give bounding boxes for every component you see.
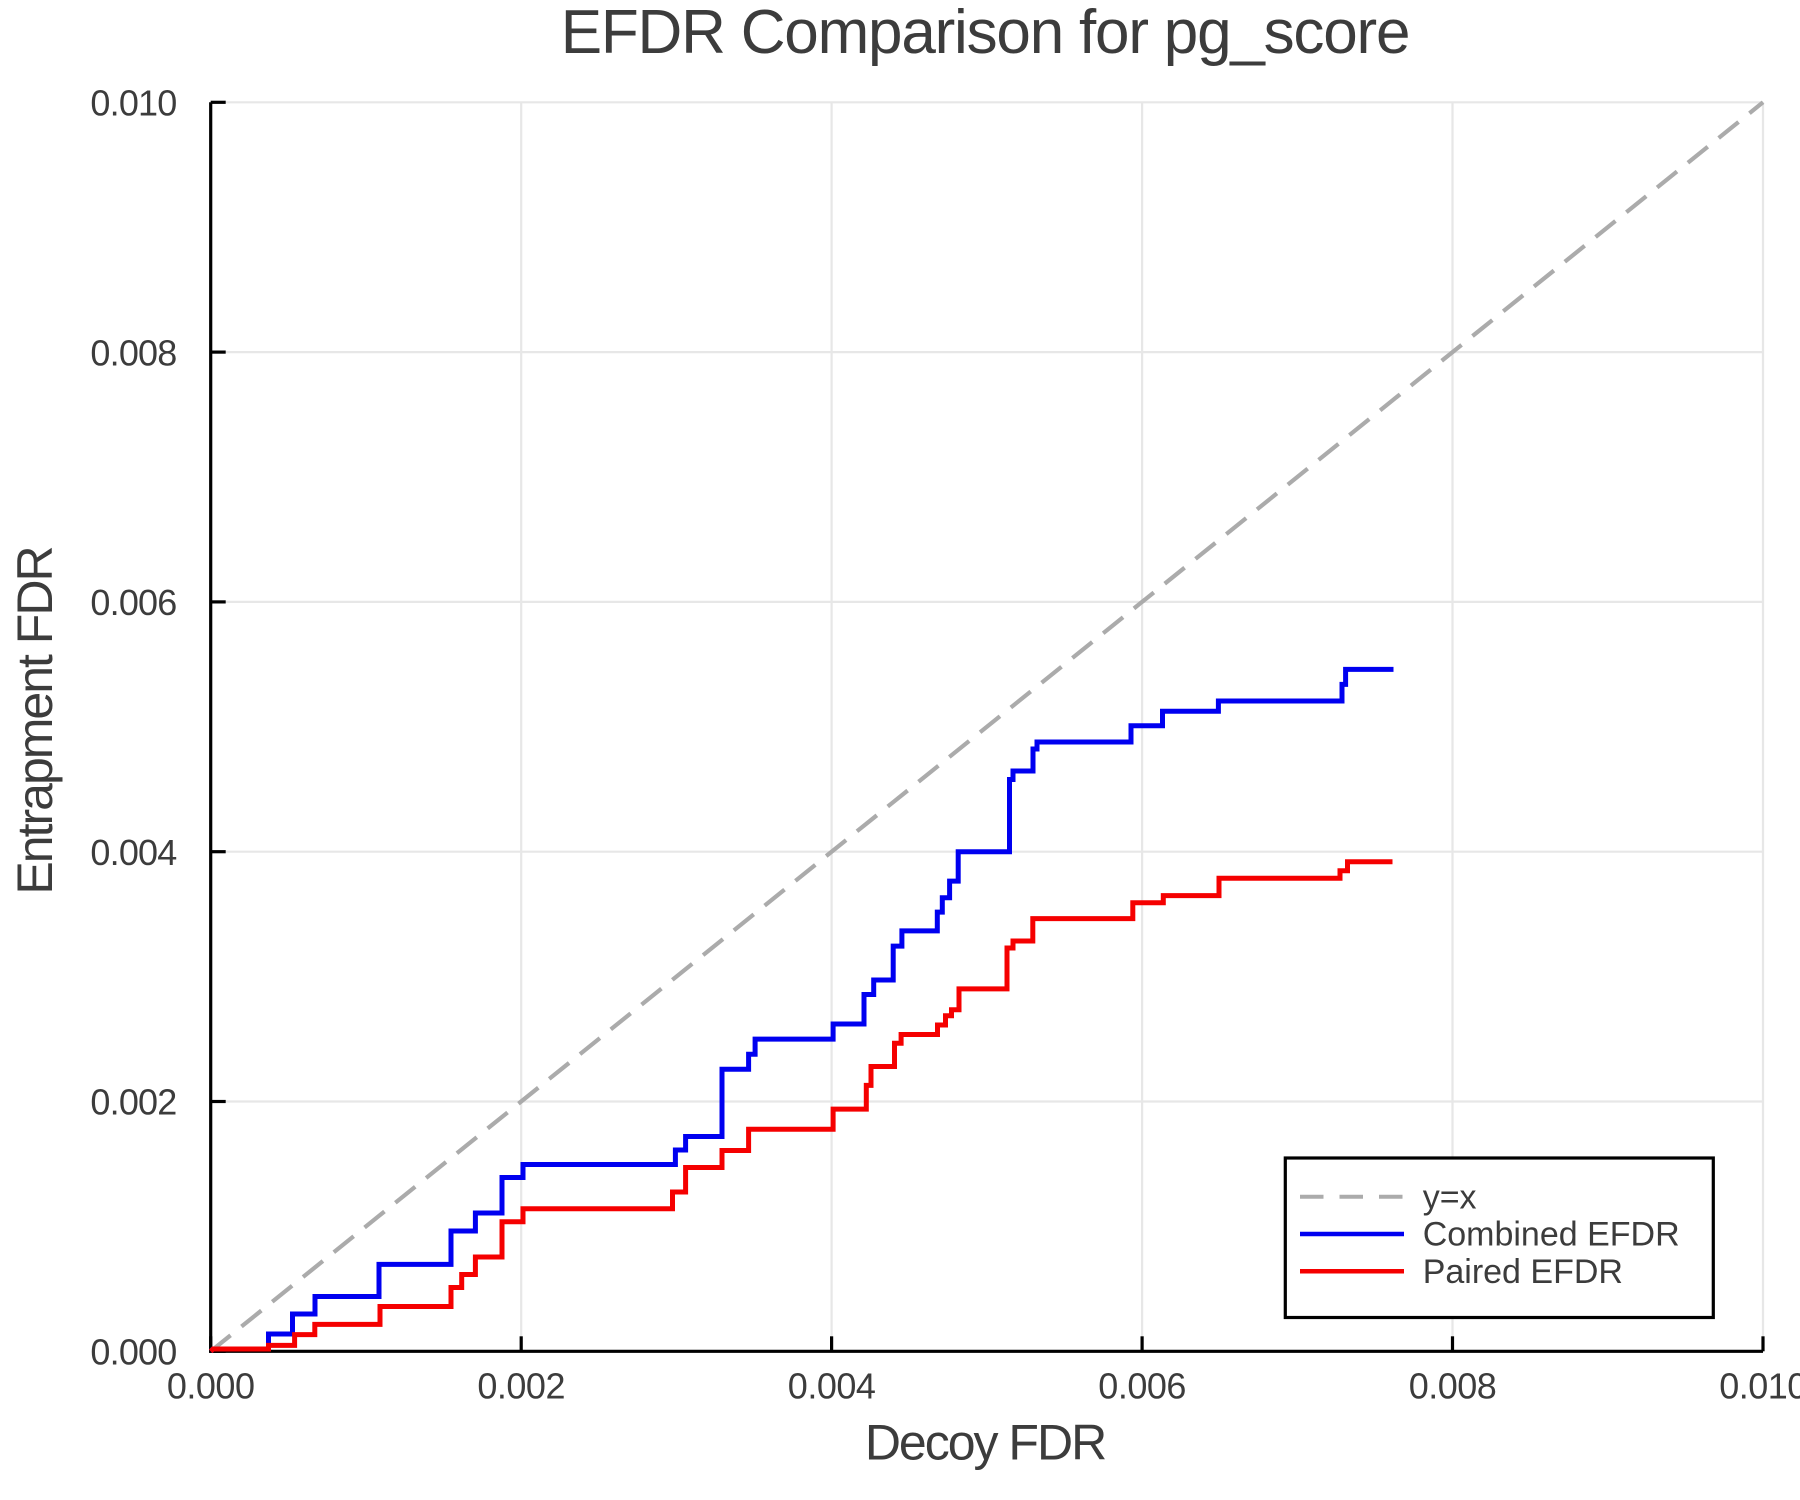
- svg-text:0.008: 0.008: [1409, 1366, 1497, 1407]
- svg-text:Combined EFDR: Combined EFDR: [1423, 1216, 1680, 1254]
- svg-text:0.000: 0.000: [167, 1366, 255, 1407]
- svg-text:Decoy FDR: Decoy FDR: [865, 1415, 1105, 1471]
- svg-text:0.006: 0.006: [1098, 1366, 1186, 1407]
- svg-text:0.002: 0.002: [477, 1366, 565, 1407]
- svg-text:0.006: 0.006: [90, 582, 176, 623]
- svg-text:Entrapment FDR: Entrapment FDR: [7, 547, 63, 894]
- svg-text:0.000: 0.000: [90, 1332, 176, 1373]
- svg-text:0.010: 0.010: [90, 83, 176, 124]
- svg-text:0.010: 0.010: [1719, 1366, 1800, 1407]
- svg-text:0.008: 0.008: [90, 332, 176, 373]
- svg-text:Paired EFDR: Paired EFDR: [1423, 1253, 1623, 1291]
- svg-text:EFDR Comparison for pg_score: EFDR Comparison for pg_score: [561, 0, 1410, 67]
- svg-text:0.002: 0.002: [90, 1082, 176, 1123]
- svg-text:0.004: 0.004: [788, 1366, 876, 1407]
- svg-text:0.004: 0.004: [90, 832, 176, 873]
- svg-text:y=x: y=x: [1423, 1178, 1477, 1216]
